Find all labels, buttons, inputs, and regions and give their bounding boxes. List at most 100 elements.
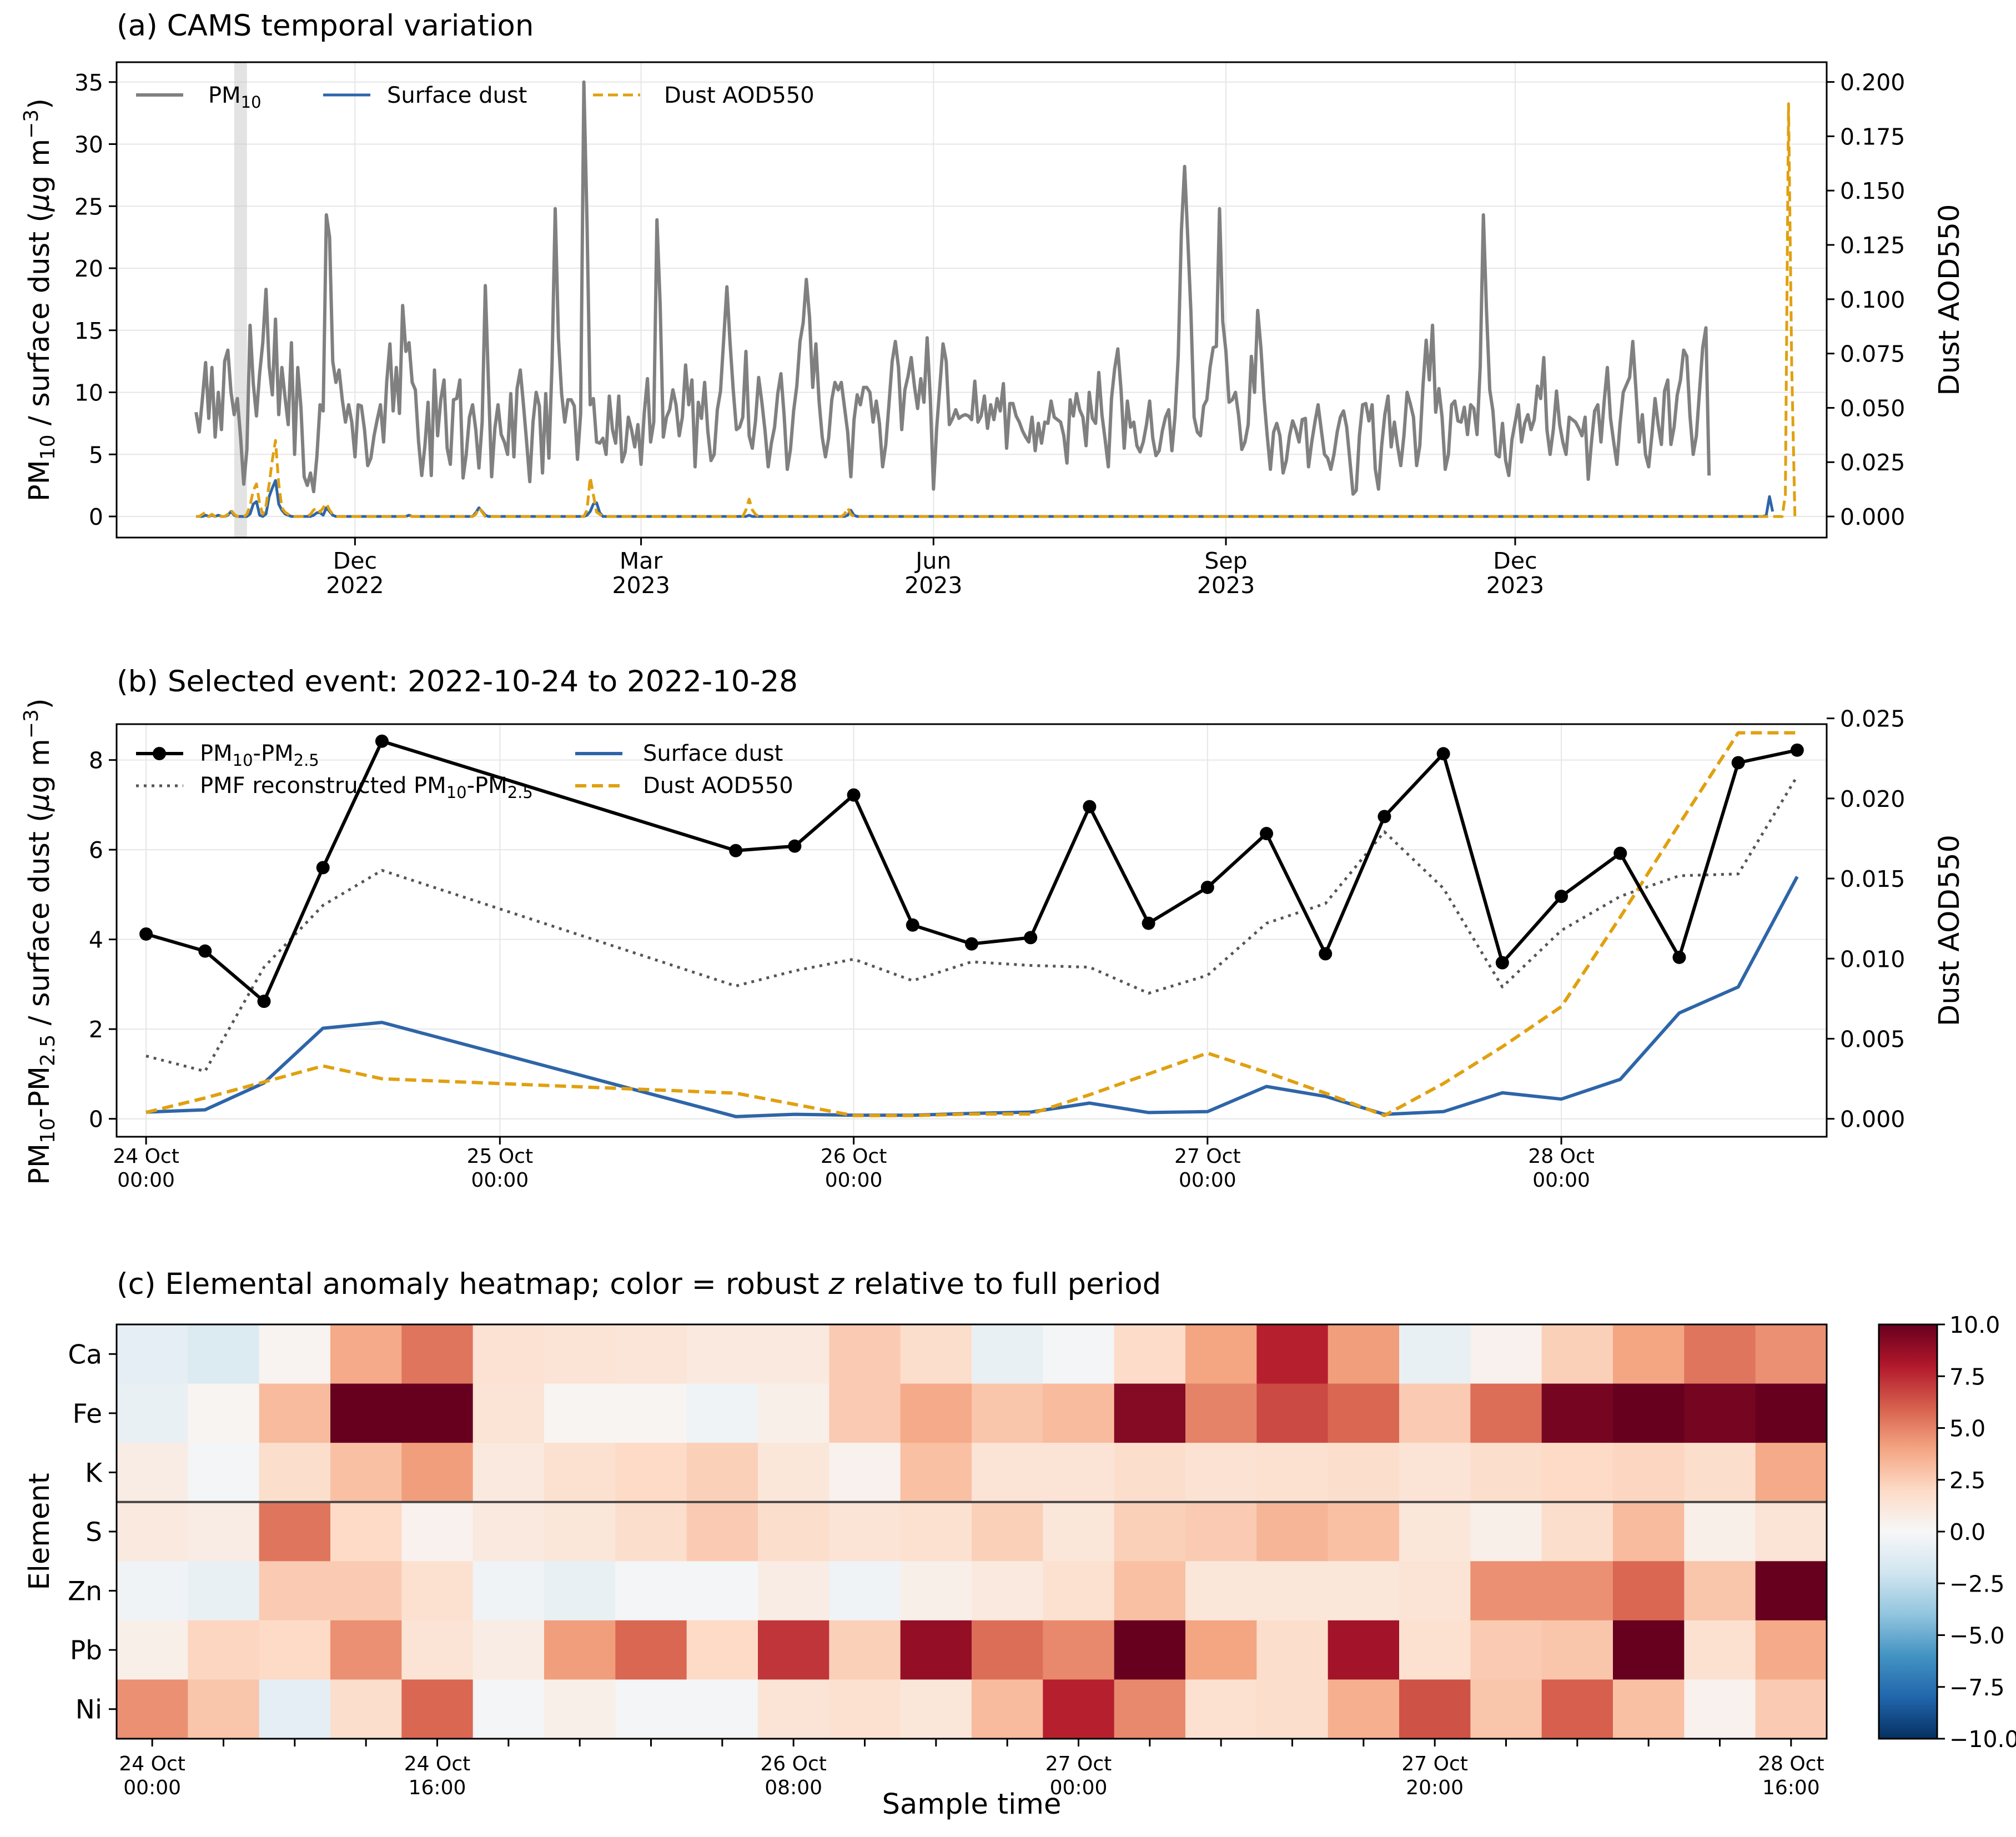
x-tick-label: 00:00 <box>1050 1776 1108 1799</box>
y2-tick-label: 0.000 <box>1840 1106 1905 1133</box>
heatmap-cell <box>1470 1561 1542 1621</box>
heatmap-cell <box>1684 1620 1756 1680</box>
data-point <box>788 839 802 853</box>
heatmap-cell <box>972 1443 1043 1503</box>
y2-tick-label: 0.010 <box>1840 946 1905 972</box>
heatmap-cell <box>259 1502 331 1562</box>
legend-label: PM10-PM2.5 <box>200 741 319 770</box>
heatmap-cell <box>1114 1561 1186 1621</box>
x-tick-label: 2023 <box>904 572 962 599</box>
y-axis-label: PM10-PM2.5 / surface dust (μg m−3) <box>20 698 59 1184</box>
heatmap-cell <box>117 1679 188 1739</box>
heatmap-cell <box>1470 1502 1542 1562</box>
data-point <box>198 944 212 958</box>
heatmap-cell <box>1541 1679 1613 1739</box>
heatmap-cell <box>1114 1620 1186 1680</box>
heatmap-cell <box>972 1620 1043 1680</box>
heatmap-cell <box>544 1383 616 1443</box>
y2-tick-label: 0.015 <box>1840 866 1905 892</box>
heatmap-cell <box>900 1679 972 1739</box>
heatmap-cell <box>615 1561 687 1621</box>
legend-label: PMF reconstructed PM10-PM2.5 <box>200 773 533 802</box>
row-label-zn: Zn <box>68 1577 102 1607</box>
heatmap-cell <box>1328 1324 1400 1384</box>
data-point <box>1319 947 1333 961</box>
x-tick-label: 24 Oct <box>404 1753 471 1775</box>
x-tick-label: 28 Oct <box>1528 1145 1595 1168</box>
heatmap-cell <box>1613 1324 1685 1384</box>
heatmap-cell <box>1256 1679 1329 1739</box>
heatmap-cell <box>259 1324 331 1384</box>
heatmap-cell <box>1043 1502 1115 1562</box>
heatmap-cell <box>259 1561 331 1621</box>
x-tick-label: Jun <box>914 548 951 574</box>
heatmap-cell <box>686 1324 758 1384</box>
heatmap-cell <box>1755 1324 1827 1384</box>
heatmap-cell <box>1399 1324 1471 1384</box>
heatmap-cell <box>615 1679 687 1739</box>
heatmap-cell <box>330 1620 402 1680</box>
y-tick-label: 15 <box>74 318 103 344</box>
heatmap-cell <box>1470 1443 1542 1503</box>
heatmap-cell <box>1755 1620 1827 1680</box>
heatmap-cell <box>758 1324 829 1384</box>
heatmap-cell <box>1399 1443 1471 1503</box>
legend-label: PM10 <box>208 83 262 112</box>
heatmap-cell <box>472 1561 545 1621</box>
legend-marker <box>153 747 166 760</box>
plot-frame <box>115 61 1828 539</box>
heatmap-cell <box>401 1443 474 1503</box>
x-tick-label: 24 Oct <box>113 1145 179 1168</box>
y-axis-label: Element <box>23 1473 56 1590</box>
y-tick-label: 20 <box>74 255 103 282</box>
heatmap-cell <box>1043 1561 1115 1621</box>
colorbar-tick-label: 0.0 <box>1949 1519 1985 1545</box>
y-tick-label: 25 <box>74 193 103 220</box>
heatmap-cell <box>1256 1620 1329 1680</box>
data-point <box>965 937 978 951</box>
heatmap-cell <box>900 1443 972 1503</box>
heatmap-cell <box>1114 1324 1186 1384</box>
heatmap-cell <box>1043 1620 1115 1680</box>
heatmap-cell <box>1399 1561 1471 1621</box>
y2-tick-label: 0.075 <box>1840 341 1905 368</box>
colorbar-tick-label: −7.5 <box>1949 1674 2005 1701</box>
y2-tick-label: 0.125 <box>1840 232 1905 259</box>
data-point <box>1613 846 1627 860</box>
heatmap-cell <box>1541 1620 1613 1680</box>
colorbar-tick-label: 5.0 <box>1949 1416 1985 1442</box>
heatmap-cell <box>1114 1443 1186 1503</box>
heatmap-cell <box>472 1324 545 1384</box>
y2-tick-label: 0.200 <box>1840 69 1905 96</box>
heatmap-cell <box>829 1620 901 1680</box>
heatmap-cell <box>972 1679 1043 1739</box>
data-point <box>1555 890 1568 904</box>
data-point <box>1377 810 1391 824</box>
row-label-pb: Pb <box>70 1635 102 1666</box>
heatmap-cell <box>1043 1443 1115 1503</box>
heatmap-cell <box>1114 1679 1186 1739</box>
heatmap-cell <box>1684 1502 1756 1562</box>
x-tick-label: Dec <box>333 548 377 574</box>
heatmap-cell <box>1043 1383 1115 1443</box>
heatmap-cell <box>259 1620 331 1680</box>
heatmap-cell <box>472 1443 545 1503</box>
heatmap-cell <box>686 1620 758 1680</box>
row-label-k: K <box>85 1458 103 1488</box>
y-tick-label: 0 <box>89 504 103 530</box>
heatmap-cell <box>1541 1443 1613 1503</box>
heatmap-cell <box>117 1561 188 1621</box>
heatmap-cell <box>188 1679 260 1739</box>
heatmap-cell <box>1755 1679 1827 1739</box>
heatmap-cell <box>188 1561 260 1621</box>
y2-tick-label: 0.000 <box>1840 504 1905 530</box>
heatmap-cell <box>330 1561 402 1621</box>
heatmap-cell <box>1755 1502 1827 1562</box>
heatmap-cell <box>1613 1561 1685 1621</box>
heatmap-cell <box>1328 1620 1400 1680</box>
heatmap-cell <box>544 1561 616 1621</box>
legend-label: Surface dust <box>387 83 527 108</box>
heatmap-cell <box>188 1383 260 1443</box>
heatmap-cell <box>1613 1620 1685 1680</box>
data-point <box>1142 916 1155 930</box>
